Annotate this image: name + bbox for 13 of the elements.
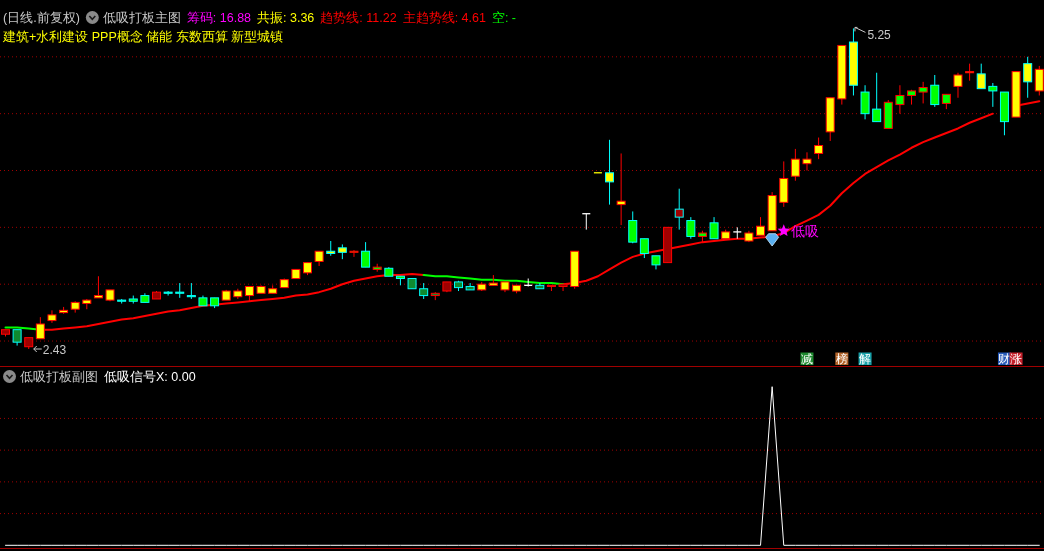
annotation: 2.43: [42, 343, 67, 357]
text: 趋势线: 11.22: [320, 11, 397, 25]
chart-title: 低吸打板副图: [20, 370, 98, 384]
series-label: 低吸: [791, 224, 820, 240]
text: 共振: 3.36: [257, 11, 315, 25]
chart-subtitle: 建筑+水利建设 PPP概念 储能 东数西算 新型城镇: [2, 30, 284, 44]
text: 低吸信号X: 0.00: [104, 370, 196, 384]
text: 主趋势线: 4.61: [402, 10, 486, 25]
annotation: 5.25: [867, 28, 892, 43]
text: 低吸打板主图: [102, 10, 181, 25]
text: 空: -: [491, 11, 517, 25]
chart-title: (日线.前复权): [3, 11, 80, 25]
text: 筹码: 16.88: [186, 11, 252, 25]
